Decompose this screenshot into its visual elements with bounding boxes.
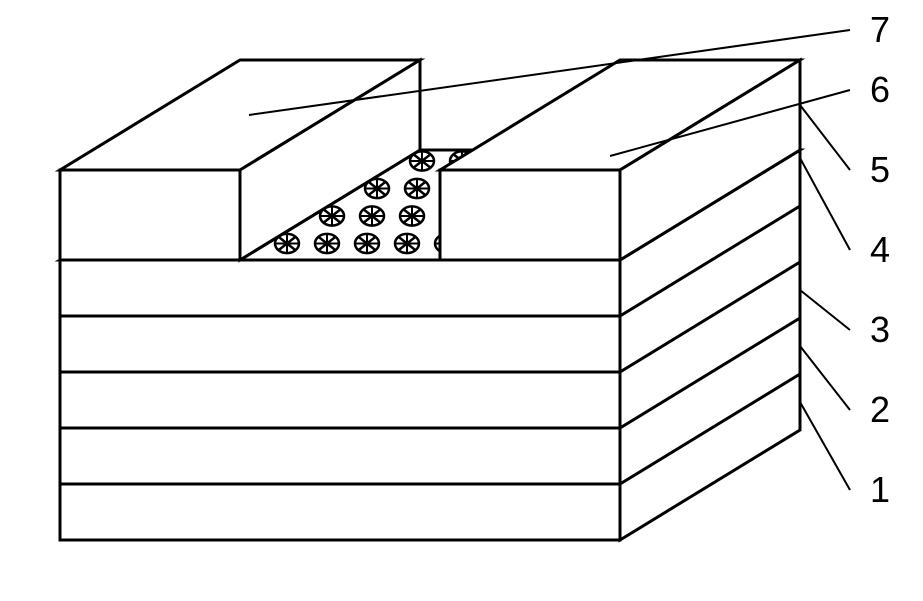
label-4-label: 4: [870, 229, 890, 270]
label-7-label: 7: [870, 9, 890, 50]
pattern-dot: [315, 234, 339, 253]
block-left-front: [60, 170, 240, 260]
layer-front-3: [60, 372, 620, 428]
label-1-label: 1: [870, 469, 890, 510]
label-5-label: 5: [870, 149, 890, 190]
pattern-dot: [395, 234, 419, 253]
layer-front-1: [60, 484, 620, 540]
pattern-dot: [400, 206, 424, 225]
label-2-label: 2: [870, 389, 890, 430]
label-5-leader: [800, 105, 850, 170]
label-2-leader: [800, 346, 850, 410]
pattern-dot: [405, 179, 429, 198]
label-6-label: 6: [870, 69, 890, 110]
block-right-front: [440, 170, 620, 260]
pattern-dot: [355, 234, 379, 253]
layer-front-5: [60, 260, 620, 316]
label-1-leader: [800, 402, 850, 490]
layer-front-4: [60, 316, 620, 372]
label-3-label: 3: [870, 309, 890, 350]
label-3-leader: [800, 290, 850, 330]
layer-front-2: [60, 428, 620, 484]
label-4-leader: [800, 158, 850, 250]
pattern-dot: [360, 206, 384, 225]
